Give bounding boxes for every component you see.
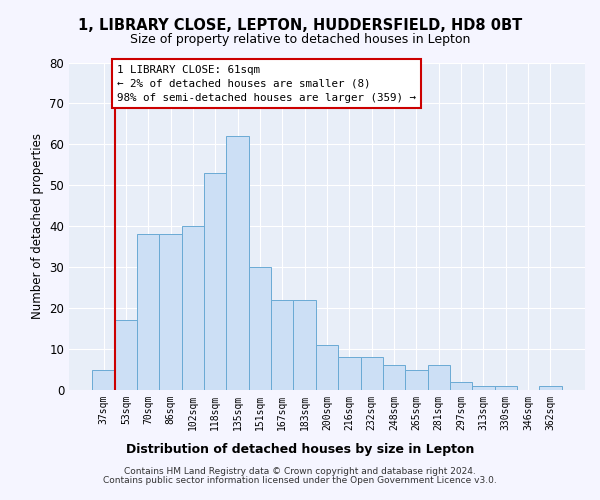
Text: 1, LIBRARY CLOSE, LEPTON, HUDDERSFIELD, HD8 0BT: 1, LIBRARY CLOSE, LEPTON, HUDDERSFIELD, … <box>78 18 522 32</box>
Text: Distribution of detached houses by size in Lepton: Distribution of detached houses by size … <box>126 442 474 456</box>
Bar <box>92 370 115 390</box>
Y-axis label: Number of detached properties: Number of detached properties <box>31 133 44 320</box>
Bar <box>249 267 271 390</box>
Bar <box>383 366 405 390</box>
Text: Contains public sector information licensed under the Open Government Licence v3: Contains public sector information licen… <box>103 476 497 485</box>
Bar <box>539 386 562 390</box>
Bar <box>271 300 293 390</box>
Bar <box>182 226 204 390</box>
Bar <box>450 382 472 390</box>
Bar <box>361 357 383 390</box>
Bar <box>293 300 316 390</box>
Bar <box>472 386 494 390</box>
Bar <box>226 136 249 390</box>
Bar <box>115 320 137 390</box>
Text: 1 LIBRARY CLOSE: 61sqm
← 2% of detached houses are smaller (8)
98% of semi-detac: 1 LIBRARY CLOSE: 61sqm ← 2% of detached … <box>117 64 416 102</box>
Bar <box>137 234 160 390</box>
Bar <box>405 370 428 390</box>
Bar <box>338 357 361 390</box>
Bar <box>494 386 517 390</box>
Bar <box>160 234 182 390</box>
Bar <box>316 345 338 390</box>
Bar <box>428 366 450 390</box>
Bar <box>204 173 226 390</box>
Text: Size of property relative to detached houses in Lepton: Size of property relative to detached ho… <box>130 32 470 46</box>
Text: Contains HM Land Registry data © Crown copyright and database right 2024.: Contains HM Land Registry data © Crown c… <box>124 468 476 476</box>
